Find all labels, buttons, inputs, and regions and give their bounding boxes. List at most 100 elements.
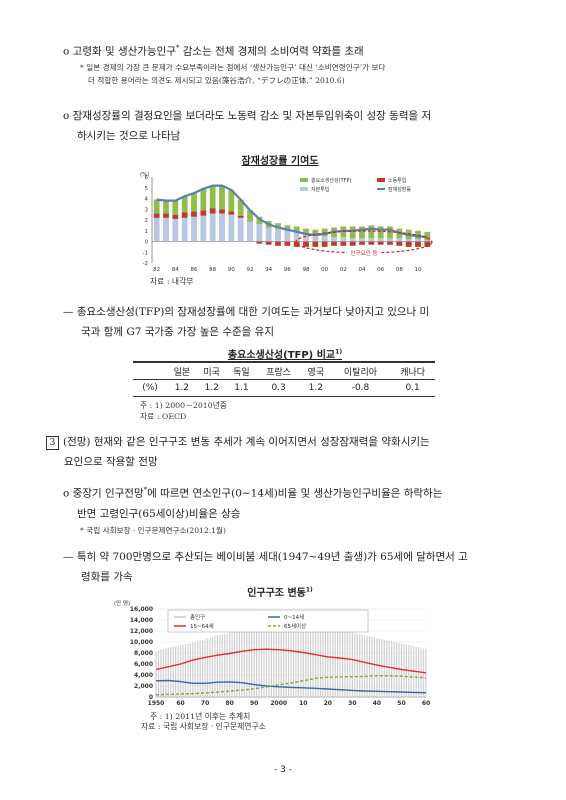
x-tick-label: 1950 xyxy=(148,700,165,707)
bar-capital xyxy=(256,224,263,242)
bar-capital xyxy=(321,236,328,242)
table-cell: 0.3 xyxy=(271,383,286,393)
bar-labor xyxy=(415,241,421,247)
bar-tfp xyxy=(368,225,375,239)
y-tick-label: 0 xyxy=(149,694,153,701)
x-tick-label: 70 xyxy=(201,700,209,707)
bar-capital xyxy=(191,216,197,242)
y-tick-label: 0 xyxy=(145,240,149,246)
bar-labor xyxy=(256,241,263,244)
y-tick-label: 16,000 xyxy=(130,606,153,613)
table-header-cell: 독일 xyxy=(233,367,250,378)
bar-capital xyxy=(219,213,225,242)
chart1-source: 자료 : 내각부 xyxy=(150,277,194,286)
table-header-cell: 미국 xyxy=(203,367,220,378)
bar-labor xyxy=(163,213,169,218)
bar-labor xyxy=(265,241,272,245)
legend-swatch-labor xyxy=(377,178,385,182)
bar-capital xyxy=(312,235,319,242)
line-age-0-14 xyxy=(155,679,427,694)
bar-tfp xyxy=(321,228,328,237)
bar-labor xyxy=(191,211,197,217)
paragraph-outlook: 3 (전망) 현재와 같은 인구구조 변동 추세가 계속 이어지면서 성장잠재력을… xyxy=(46,432,430,472)
x-tick-label: 20 xyxy=(324,700,332,707)
legend-label-total: 총인구 xyxy=(190,613,205,621)
legend-swatch-tfp xyxy=(300,178,308,182)
bar-labor xyxy=(340,241,347,246)
bar-capital xyxy=(247,221,253,242)
bar-capital xyxy=(396,238,403,242)
bar-capital xyxy=(181,217,188,242)
bar-tfp xyxy=(181,196,188,213)
bar-labor xyxy=(228,211,235,215)
legend-label-old: 65세이상 xyxy=(284,622,306,630)
bar-tfp xyxy=(312,229,319,236)
chart2-title: 인구구조 변동1) xyxy=(247,586,313,599)
bar-capital xyxy=(331,237,337,242)
y-tick-label: 12,000 xyxy=(130,628,153,635)
tfp-table: 일본 미국 독일 프랑스 영국 이탈리아 캐나다 (%) 1.2 1.2 1.1… xyxy=(133,361,435,397)
bar-capital xyxy=(349,238,356,242)
legend-label-labor: 노동투입 xyxy=(388,177,406,184)
bar-tfp xyxy=(209,185,216,209)
table-header-cell: 프랑스 xyxy=(266,367,292,378)
x-tick-label: 2000 xyxy=(270,700,287,707)
bar-tfp xyxy=(256,216,263,225)
y-tick-label: -1 xyxy=(143,250,148,256)
y-tick-label: 10,000 xyxy=(130,639,153,646)
bar-tfp xyxy=(200,188,207,211)
paragraph-tfp: — 총요소생산성(TFP)의 잠재성장률에 대한 기여도는 과거보다 낮아지고 … xyxy=(63,306,430,338)
bar-labor xyxy=(377,241,384,245)
bar-tfp xyxy=(228,189,235,212)
y-tick-label: 2,000 xyxy=(134,683,153,690)
chart1-unit: (%) xyxy=(140,172,150,178)
x-tick-label: 30 xyxy=(348,700,356,707)
chart2-source: 자료 : 국립 사회보장ㆍ인구문제연구소 xyxy=(141,722,266,731)
bar-labor xyxy=(405,241,412,247)
y-tick-label: 3 xyxy=(145,207,149,213)
table-header-cell: 영국 xyxy=(307,367,325,378)
y-tick-label: 5 xyxy=(145,186,149,192)
x-tick-label: 92 xyxy=(247,267,254,273)
bar-labor xyxy=(237,215,244,218)
x-tick-label: 60 xyxy=(176,700,184,707)
bar-capital xyxy=(340,237,347,242)
x-tick-label: 84 xyxy=(172,267,179,273)
y-tick-label: 1 xyxy=(145,229,149,235)
paragraph-aging: o 고령화 및 생산가능인구* 감소는 전체 경제의 소비여력 약화를 초래 xyxy=(63,44,364,58)
y-tick-label: 14,000 xyxy=(130,617,153,624)
table-header-cell: 이탈리아 xyxy=(343,367,378,378)
bar-labor xyxy=(312,241,319,247)
table-cell: 1.2 xyxy=(204,383,219,393)
page-number: - 3 - xyxy=(274,765,292,775)
footnote-population-institute: * 국립 사회보장ㆍ인구문제연구소(2012.1월) xyxy=(80,526,226,535)
table-cell: 1.2 xyxy=(308,383,323,393)
bar-capital xyxy=(424,240,431,242)
table-cell: 0.1 xyxy=(405,383,420,393)
x-tick-label: 86 xyxy=(191,267,198,273)
bar-capital xyxy=(377,238,384,242)
bar-capital xyxy=(200,215,207,242)
bar-capital xyxy=(172,218,179,242)
x-tick-label: 02 xyxy=(340,267,347,273)
bar-tfp xyxy=(172,200,179,215)
bar-labor xyxy=(275,241,281,246)
table-row-label: (%) xyxy=(142,383,158,393)
potential-growth-chart: (%) -2 -1 0 1 2 3 4 5 6 82 84 86 88 90 92 94 96 98 00 02 04… xyxy=(132,167,442,275)
potential-growth-line xyxy=(156,184,428,239)
footnote-consumption-age: * 일본 경제의 가장 큰 문제가 수요부족이라는 점에서 ‘생산가능인구’ 대… xyxy=(80,63,386,85)
population-chart: (만 명) 0 2,000 4,000 6,000 8,000 10,000 12,000 1… xyxy=(108,597,434,709)
y-tick-label: 6,000 xyxy=(134,661,153,668)
bar-tfp xyxy=(349,226,356,239)
bar-labor xyxy=(293,241,300,247)
legend-label-potential: 잠재성장률 xyxy=(388,186,411,193)
y-tick-label: 8,000 xyxy=(134,650,153,657)
bar-labor xyxy=(181,212,188,218)
bar-labor xyxy=(284,241,291,246)
bar-tfp xyxy=(293,226,300,232)
x-tick-label: 80 xyxy=(225,700,233,707)
chart2-unit: (만 명) xyxy=(114,599,130,607)
y-tick-label: 6 xyxy=(145,175,149,181)
legend-label-tfp: 총요소생산성(TFP) xyxy=(311,177,351,184)
bar-labor xyxy=(219,209,225,214)
